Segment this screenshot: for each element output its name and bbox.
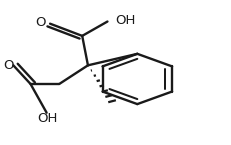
Text: O: O [3,59,14,72]
Text: OH: OH [116,14,136,27]
Text: O: O [36,16,46,29]
Text: OH: OH [38,112,58,125]
